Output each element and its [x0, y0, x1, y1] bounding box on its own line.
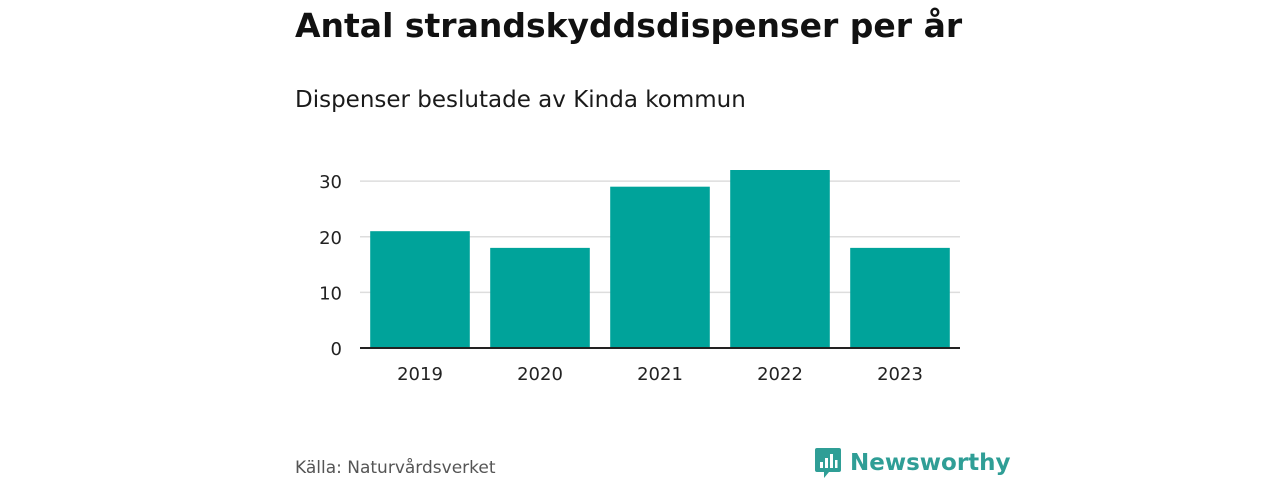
- brand-name: Newsworthy: [850, 450, 1011, 476]
- x-tick-label: 2020: [517, 364, 563, 385]
- bar-2019: [370, 231, 470, 348]
- y-tick-label: 0: [331, 339, 342, 360]
- x-tick-label: 2023: [877, 364, 923, 385]
- bar-2020: [490, 247, 590, 348]
- x-tick-label: 2019: [397, 364, 443, 385]
- y-tick-label: 30: [319, 172, 342, 193]
- bars: [370, 170, 950, 348]
- newsworthy-logo-icon: [815, 448, 841, 478]
- y-tick-label: 20: [319, 228, 342, 249]
- bar-2022: [730, 170, 830, 348]
- bar-2023: [850, 247, 950, 348]
- source-note: Källa: Naturvårdsverket: [295, 458, 496, 478]
- x-tick-label: 2021: [637, 364, 683, 385]
- brand-logo: Newsworthy: [814, 446, 1011, 480]
- x-tick-label: 2022: [757, 364, 803, 385]
- x-tick-labels: 2019 2020 2021 2022 2023: [397, 364, 923, 385]
- y-tick-label: 10: [319, 283, 342, 304]
- y-tick-labels: 0 10 20 30: [319, 172, 342, 360]
- chart-subtitle: Dispenser beslutade av Kinda kommun: [295, 87, 746, 113]
- chart-title: Antal strandskyddsdispenser per år: [295, 6, 963, 45]
- bar-2021: [610, 186, 710, 348]
